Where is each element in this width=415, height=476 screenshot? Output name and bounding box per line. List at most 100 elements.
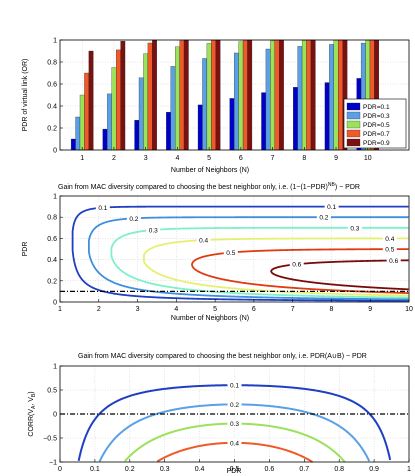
bar-y-axis-label: PDR of virtual link (OR)	[22, 59, 29, 132]
contour-n-label: 0.3	[149, 228, 158, 235]
bar	[179, 40, 185, 151]
bar	[297, 46, 303, 151]
contour-n-y-tick-label: 0.8	[47, 215, 57, 222]
contour-corr-y-tick-label: 0.5	[47, 388, 57, 395]
bar	[79, 94, 85, 151]
bar-x-tick-label: 7	[271, 155, 275, 162]
contour-corr-label: 0.3	[230, 421, 239, 428]
contour-corr-label-bg	[227, 419, 242, 429]
contour-n-axis-ticks: 0 0.2 0.4 0.6 0.8 1 1 2 3 4 5 6 7 8 9 10	[47, 194, 413, 314]
bar	[247, 39, 253, 151]
bar-series	[70, 39, 380, 151]
contour-corr-panel: Gain from MAC diversity compared to choo…	[28, 353, 411, 475]
contour-n-label-bg	[347, 223, 362, 233]
bar-y-tick-label: 0.2	[47, 126, 57, 133]
contour-n-panel: Gain from MAC diversity compared to choo…	[22, 182, 413, 322]
contour-corr-x-tick-label: 0.7	[299, 466, 309, 473]
legend-swatch	[346, 120, 361, 129]
bar	[183, 39, 189, 151]
bar-y-tick-label: 0	[53, 148, 57, 155]
contour-n-label-bg	[382, 244, 397, 254]
bar	[70, 138, 76, 151]
contour-corr-y-axis-label: CORR(VA, VB)	[28, 391, 37, 436]
contour-corr-label-bg	[227, 438, 242, 448]
bar	[329, 44, 334, 151]
bar	[147, 42, 153, 151]
bar	[274, 39, 280, 151]
contour-corr-x-tick-label: 1	[407, 466, 411, 473]
contour-n-x-tick-label: 8	[329, 306, 333, 313]
bar	[234, 52, 239, 151]
contour-n-label: 0.4	[199, 238, 208, 245]
contour-n-label-bg	[382, 233, 397, 243]
contour-corr-x-tick-label: 0.4	[195, 466, 205, 473]
bar-axis-ticks: 0 0.2 0.4 0.6 0.8 1 1 2 3 4 5 6 7 8 9 10	[47, 38, 371, 163]
contour-n-title: Gain from MAC diversity compared to choo…	[58, 182, 360, 191]
contour-n-label: 0.1	[327, 204, 336, 211]
contour-n-x-tick-label: 1	[58, 306, 62, 313]
bar	[88, 50, 94, 151]
contour-corr-x-axis-label: PDR	[227, 468, 242, 475]
contour-corr-label-bg	[227, 380, 242, 390]
bar	[111, 67, 117, 151]
contour-corr-x-tick-label: 0.8	[334, 466, 344, 473]
bar	[202, 58, 208, 151]
bar	[211, 40, 216, 151]
contour-n-y-tick-label: 0	[53, 300, 57, 307]
bar	[175, 46, 180, 151]
bar	[306, 39, 312, 151]
contour-n-label: 0.1	[98, 205, 107, 212]
contour-corr-y-tick-label: 0	[53, 412, 57, 419]
contour-n-x-tick-label: 2	[97, 306, 101, 313]
contour-n-label: 0.4	[385, 236, 394, 243]
contour-n-x-tick-label: 3	[136, 306, 140, 313]
bar-x-tick-label: 3	[144, 155, 148, 162]
legend-label: PDR=0.7	[363, 131, 390, 138]
legend-swatch	[346, 111, 361, 120]
bar	[324, 82, 330, 151]
bar-x-tick-label: 9	[334, 155, 338, 162]
bar-x-tick-label: 8	[302, 155, 306, 162]
bar	[215, 39, 221, 151]
contour-n-x-axis-label: Number of Neighbors (N)	[171, 315, 249, 322]
contour-n-label-bg	[386, 255, 401, 265]
bar-x-tick-label: 2	[112, 155, 116, 162]
legend-swatch	[346, 129, 361, 138]
contour-n-label-bg	[126, 213, 141, 223]
contour-corr-x-tick-label: 0.9	[369, 466, 379, 473]
contour-n-y-tick-label: 0.2	[47, 278, 57, 285]
contour-n-x-tick-label: 6	[252, 306, 256, 313]
bar	[333, 40, 339, 151]
bar	[152, 39, 157, 151]
contour-n-label-bg	[196, 235, 211, 245]
bar	[279, 39, 284, 151]
contour-n-label: 0.5	[226, 250, 235, 257]
contour-n-label-bg	[223, 248, 238, 258]
bar	[138, 77, 144, 151]
contour-n-label: 0.2	[319, 215, 328, 222]
bar-x-tick-label: 10	[364, 155, 372, 162]
bar	[116, 49, 121, 151]
contour-n-label-bg	[324, 202, 339, 212]
bar	[242, 39, 248, 151]
bar	[166, 112, 171, 151]
bar-y-tick-label: 0.6	[47, 82, 57, 89]
bar-x-tick-label: 5	[207, 155, 211, 162]
bar	[120, 40, 126, 151]
bar-x-tick-label: 6	[239, 155, 243, 162]
bar-x-tick-label: 4	[175, 155, 179, 162]
contour-n-line	[71, 205, 409, 302]
contour-corr-axis-ticks: −1 −0.5 0 0.5 1 0 0.1 0.2 0.3 0.4 0.5 0.6 0.7 0.8 0.9 1	[43, 364, 411, 474]
bar	[229, 98, 235, 151]
contour-n-line	[143, 237, 409, 297]
contour-corr-y-tick-label: −0.5	[43, 436, 57, 443]
contour-n-label-bg	[289, 259, 304, 269]
bar	[102, 128, 108, 151]
contour-n-line	[270, 259, 409, 291]
contour-corr-x-tick-label: 0.5	[230, 466, 240, 473]
contour-n-y-tick-label: 0.6	[47, 236, 57, 243]
bar	[143, 53, 149, 151]
bar	[134, 120, 140, 151]
contour-n-label-bg	[316, 212, 331, 222]
